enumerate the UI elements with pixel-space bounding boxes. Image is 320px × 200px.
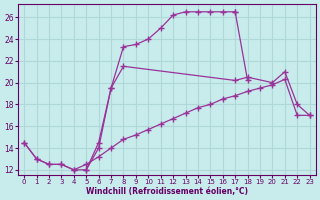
X-axis label: Windchill (Refroidissement éolien,°C): Windchill (Refroidissement éolien,°C) <box>86 187 248 196</box>
